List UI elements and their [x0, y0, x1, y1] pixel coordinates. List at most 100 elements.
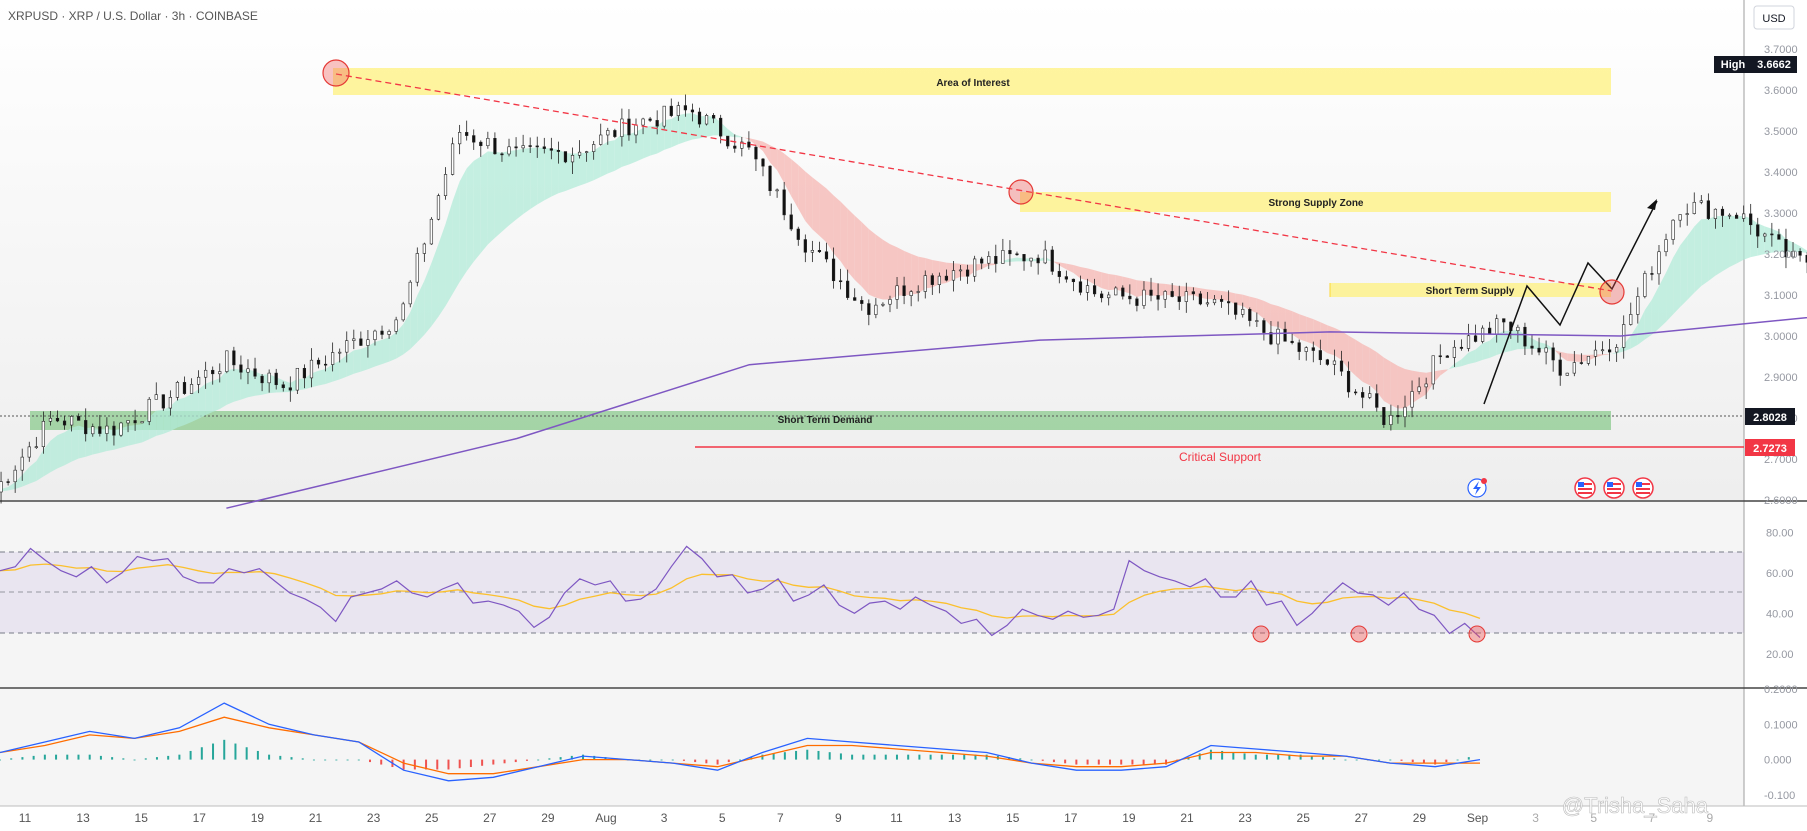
- ribbon-down-segment: [1066, 263, 1074, 273]
- zone-strong-supply[interactable]: [1020, 192, 1611, 212]
- candle-down: [789, 214, 793, 230]
- candle-down: [1128, 295, 1132, 300]
- candle-down: [302, 367, 307, 379]
- event-dot-icon: [1481, 478, 1487, 484]
- ribbon-up-segment: [1539, 342, 1547, 350]
- candle-down: [1036, 257, 1040, 264]
- macd-hist-bar-down: [1052, 759, 1055, 763]
- ribbon-up-segment: [1736, 215, 1744, 264]
- price-tick: 3.5000: [1764, 126, 1798, 138]
- candle-up: [1466, 335, 1471, 349]
- rsi-low-marker[interactable]: [1252, 625, 1270, 643]
- currency-button[interactable]: [1753, 5, 1795, 30]
- macd-hist-bar-up: [795, 750, 798, 760]
- macd-hist-bar-down: [1142, 759, 1145, 765]
- ma200-line[interactable]: [226, 295, 1807, 509]
- macd-hist-bar-up: [178, 754, 181, 760]
- ribbon-up-segment: [1475, 343, 1483, 363]
- candle-down: [860, 300, 864, 304]
- ribbon-up-segment: [64, 427, 72, 466]
- ribbon-down-segment: [784, 153, 792, 197]
- candle-up: [408, 281, 412, 305]
- price-axis-ticks: 3.7000 3.6000 3.5000 3.4000 3.3000 3.2000 3.10…: [1764, 44, 1798, 507]
- candle-up: [973, 258, 977, 277]
- candle-up: [634, 124, 638, 136]
- candle-down: [1558, 359, 1562, 376]
- symbol-title[interactable]: XRPUSD · XRP / U.S. Dollar · 3h · COINBA…: [8, 9, 258, 23]
- time-axis[interactable]: 11 13 15 17 19 21 23 25 27 29 Aug 3 5 7 9 11 13 15 17 19 21 2…: [19, 811, 1714, 825]
- high-badge-label-bg: [1714, 56, 1752, 73]
- ribbon-up-segment: [1630, 324, 1638, 349]
- macd-hist-bar-up: [985, 754, 988, 760]
- ribbon-up-segment: [509, 150, 517, 226]
- rsi-low-marker[interactable]: [1468, 625, 1486, 643]
- ribbon-up-segment: [163, 406, 171, 434]
- macd-axis-ticks: 0.2000 0.1000 0.000 -0.100: [1764, 684, 1798, 802]
- lower-high-marker[interactable]: [1008, 179, 1034, 205]
- candle-down: [1156, 295, 1160, 300]
- rsi-line[interactable]: [0, 545, 1481, 638]
- ribbon-up-segment: [417, 280, 425, 343]
- candle-down: [500, 153, 504, 156]
- ribbon-down-segment: [1419, 371, 1427, 399]
- candle-down: [831, 258, 836, 282]
- projection-path[interactable]: [1483, 200, 1658, 405]
- ribbon-up-segment: [1510, 329, 1518, 351]
- macd-hist-bar-up: [1209, 749, 1212, 760]
- breakout-target-marker[interactable]: [1599, 279, 1625, 305]
- candle-up: [521, 145, 525, 149]
- macd-hist-bar-up: [200, 747, 203, 760]
- ribbon-up-segment: [1729, 215, 1737, 268]
- ribbon-up-segment: [1658, 272, 1667, 329]
- ribbon-down-segment: [1426, 371, 1434, 395]
- ribbon-down-segment: [868, 228, 876, 298]
- price-tick: 3.4000: [1764, 167, 1798, 179]
- macd-hist-bar-up: [783, 752, 786, 760]
- candle-up: [168, 397, 172, 409]
- ribbon-up-segment: [565, 153, 573, 191]
- macd-hist-bar-up: [884, 754, 887, 760]
- macd-hist-bar-up: [963, 754, 966, 760]
- us-flag-icon[interactable]: [1632, 477, 1654, 499]
- macd-hist-bar-down: [413, 759, 416, 770]
- macd-hist-bar-up: [122, 758, 125, 760]
- ribbon-down-segment: [1115, 274, 1123, 292]
- zone-area-of-interest[interactable]: [333, 68, 1611, 95]
- ribbon-down-segment: [1369, 347, 1377, 392]
- descending-trendline[interactable]: [335, 73, 1613, 292]
- zone-short-term-supply[interactable]: [1330, 283, 1611, 297]
- macd-hist-bar-up: [918, 754, 921, 760]
- ribbon-up-segment: [473, 156, 481, 262]
- macd-hist-bar-down: [447, 759, 450, 770]
- candle-up: [13, 469, 17, 483]
- candle-down: [62, 420, 67, 426]
- us-flag-icon[interactable]: [1603, 477, 1625, 499]
- candle-down: [867, 303, 871, 315]
- candle-down: [1734, 214, 1739, 219]
- candle-down: [1248, 309, 1252, 321]
- us-flag-icon[interactable]: [1574, 477, 1596, 499]
- candle-up: [1692, 201, 1696, 214]
- rsi-pane[interactable]: [0, 502, 1744, 687]
- candle-up: [20, 456, 24, 471]
- ribbon-up-segment: [85, 427, 93, 457]
- macd-hist-bar-up: [817, 750, 820, 760]
- rsi-low-marker[interactable]: [1350, 625, 1368, 643]
- high-marker[interactable]: [322, 59, 350, 87]
- ribbon-down-segment: [1143, 280, 1152, 296]
- ribbon-up-segment: [149, 410, 157, 440]
- ribbon-up-segment: [1623, 335, 1631, 352]
- ribbon-up-segment: [346, 350, 354, 377]
- candle-down: [669, 105, 673, 116]
- macd-hist-bar-down: [727, 759, 730, 763]
- ribbon-down-segment: [946, 262, 954, 284]
- ribbon-up-segment: [720, 122, 728, 137]
- macd-line[interactable]: [0, 702, 1481, 782]
- candle-down: [1262, 320, 1266, 333]
- ribbon-up-segment: [494, 152, 502, 238]
- candle-up: [338, 351, 342, 354]
- ribbon-up-segment: [501, 150, 510, 232]
- candle-down: [253, 368, 257, 377]
- candle-down: [274, 372, 278, 386]
